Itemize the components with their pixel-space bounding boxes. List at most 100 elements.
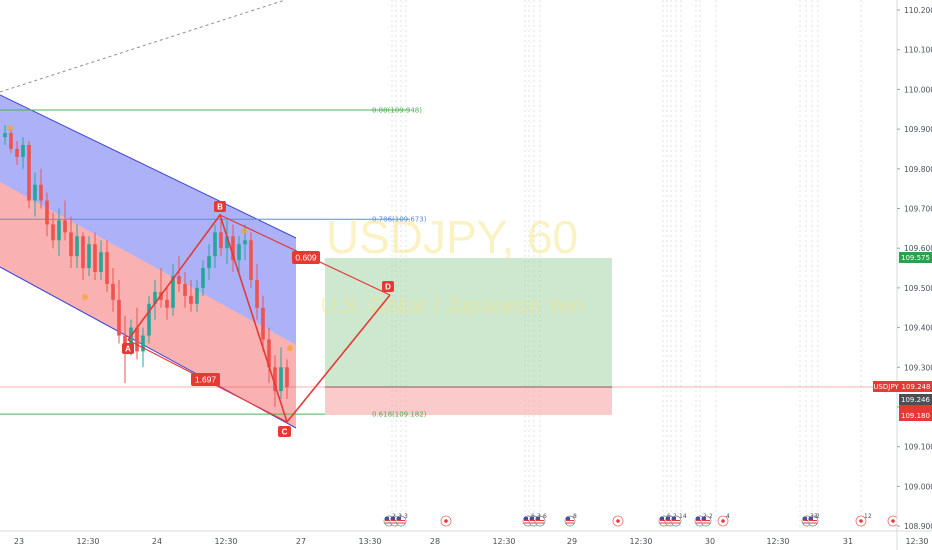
candle[interactable] [3, 125, 7, 145]
jp-event-icon[interactable]: 12 [855, 513, 872, 527]
us-event-icon[interactable]: 6 2 14 [658, 513, 687, 527]
candle[interactable] [171, 264, 175, 316]
pattern-legs[interactable] [127, 213, 391, 424]
candle[interactable] [33, 172, 37, 217]
price-tick-label: 109.900 [904, 125, 932, 134]
jp-event-icon[interactable] [612, 515, 624, 527]
point-b[interactable]: B [214, 201, 226, 212]
economic-events[interactable]: 23363686214224332122 [383, 513, 900, 527]
event-count: 6 [543, 513, 547, 520]
candle[interactable] [63, 200, 67, 241]
price-tick-label: 109.700 [904, 205, 932, 214]
candle[interactable] [81, 232, 85, 280]
event-count: 12 [864, 513, 872, 520]
candle[interactable] [105, 240, 109, 292]
event-count: 3 [404, 513, 408, 520]
candle[interactable] [69, 216, 73, 269]
price-axis[interactable]: 110.200 110.100 110.000 109.900 109.800 109.7… [873, 0, 932, 550]
event-count: 3 [537, 513, 541, 520]
candle[interactable] [153, 279, 157, 320]
event-count: 2 [392, 513, 396, 520]
profit-zone[interactable] [325, 258, 612, 387]
point-c[interactable]: C [278, 426, 291, 437]
candle[interactable] [279, 347, 283, 400]
candle[interactable] [147, 295, 151, 344]
time-tick-label: 12:30 [492, 537, 515, 546]
candle[interactable] [183, 272, 187, 308]
candle[interactable] [237, 236, 241, 273]
us-event-icon[interactable]: 8 [564, 513, 577, 527]
candlestick-series[interactable] [3, 125, 293, 407]
candle[interactable] [15, 141, 19, 165]
event-count: 2 [709, 513, 713, 520]
candle[interactable] [207, 244, 211, 280]
candle[interactable] [51, 212, 55, 249]
price-tick-label: 110.100 [904, 46, 932, 55]
candle[interactable] [45, 192, 49, 237]
candle[interactable] [267, 327, 271, 384]
price-tick-label: 110.200 [904, 6, 932, 15]
candle[interactable] [225, 220, 229, 265]
svg-text:109.180: 109.180 [901, 412, 930, 420]
price-tick-label: 108.900 [904, 522, 932, 531]
svg-text:D: D [385, 283, 391, 292]
candle[interactable] [285, 359, 289, 400]
plot-area[interactable]: 0.88(109.948) 0.786(109.673) 0.618(109.182… [0, 0, 897, 531]
current-price-label: 109.246 [899, 394, 932, 405]
channel-upper-band[interactable] [0, 95, 296, 345]
event-count: 14 [679, 513, 687, 520]
candle[interactable] [231, 224, 235, 273]
candle[interactable] [39, 168, 43, 209]
candle[interactable] [93, 232, 97, 280]
candle[interactable] [249, 232, 253, 288]
candle[interactable] [135, 307, 139, 360]
candle[interactable] [21, 137, 25, 169]
loss-zone[interactable] [325, 387, 612, 415]
dashed-trend-line[interactable] [0, 0, 286, 93]
jp-event-icon[interactable]: 4 [717, 513, 730, 527]
candle[interactable] [27, 141, 31, 209]
ratio-xb[interactable]: 0.609 [292, 251, 320, 264]
candle[interactable] [261, 295, 265, 352]
candle[interactable] [99, 240, 103, 280]
candle[interactable] [75, 224, 79, 269]
target-price-label: 109.575 [899, 252, 932, 263]
svg-text:USDJPY: USDJPY [873, 383, 899, 391]
candle[interactable] [117, 279, 121, 344]
candle[interactable] [255, 264, 259, 320]
event-count: 6 [667, 513, 671, 520]
candle[interactable] [189, 279, 193, 312]
candle[interactable] [177, 256, 181, 292]
candle[interactable] [57, 208, 61, 257]
candle[interactable] [213, 224, 217, 269]
us-event-icon[interactable]: 332 [801, 513, 820, 527]
time-axis[interactable]: 23 12:30 24 12:30 27 13:30 28 12:30 29 12:30 30 12:… [0, 530, 932, 546]
candle[interactable] [165, 287, 169, 320]
point-a[interactable]: A [122, 343, 134, 354]
ratio-ab-bc[interactable]: 1.697 [191, 373, 220, 386]
candle[interactable] [273, 355, 277, 407]
candle[interactable] [111, 268, 115, 312]
svg-text:A: A [125, 345, 131, 354]
event-count: 3 [398, 513, 402, 520]
time-tick-label: 12:30 [214, 537, 237, 546]
svg-text:1.697: 1.697 [195, 375, 217, 385]
signal-dot [287, 345, 293, 351]
price-tick-label: 109.100 [904, 443, 932, 452]
candle[interactable] [219, 216, 223, 257]
fib-levels[interactable]: 0.88(109.948) 0.786(109.673) 0.618(109.182… [0, 107, 427, 419]
point-d[interactable]: D [382, 281, 394, 292]
candle[interactable] [195, 279, 199, 312]
candle[interactable] [87, 236, 91, 276]
candle[interactable] [201, 260, 205, 296]
channel-upper-line [0, 94, 297, 239]
jp-event-icon[interactable] [440, 515, 452, 527]
candle[interactable] [9, 129, 13, 153]
time-tick-label: 31 [843, 537, 853, 546]
time-tick-label: 23 [14, 537, 24, 546]
